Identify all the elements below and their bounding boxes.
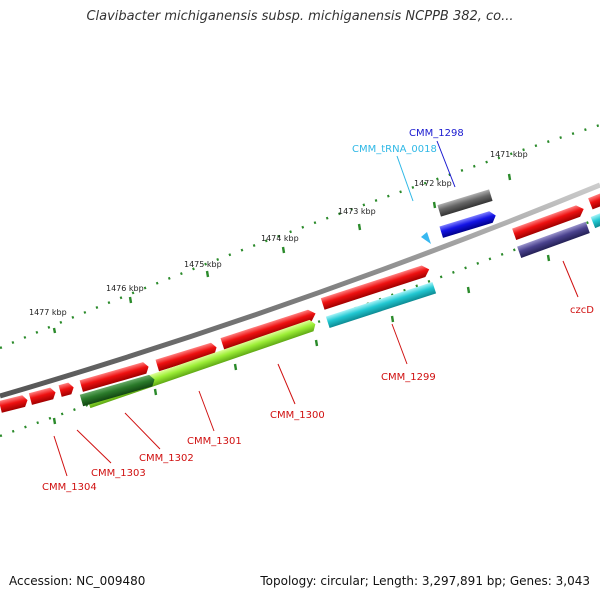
gene-cmm-1305-arrow[interactable] [0, 394, 29, 413]
scale-label: 1473 kbp [338, 207, 376, 216]
trna-0018-marker[interactable] [421, 232, 431, 244]
second-row-genes [79, 210, 600, 409]
gene-cyan-arrow[interactable] [325, 281, 437, 329]
scale-label: 1475 kbp [184, 260, 222, 269]
gene-label-cmm-1299[interactable]: CMM_1299 [381, 372, 436, 383]
gene-czcd-arrow[interactable] [512, 203, 586, 240]
gene-cmm-1300-arrow[interactable] [220, 308, 317, 350]
gene-edge-red-arrow[interactable] [588, 193, 600, 210]
gene-label-cmm-1304[interactable]: CMM_1304 [42, 482, 97, 493]
genome-backbone [0, 182, 600, 399]
gene-purple-arrow[interactable] [517, 221, 590, 258]
scale-label: 1471 kbp [490, 150, 528, 159]
gene-edge-cyan-arrow[interactable] [590, 212, 600, 229]
gene-darkgreen-arrow[interactable] [79, 374, 156, 407]
gene-cmm-1298-arrow[interactable] [437, 189, 493, 217]
map-title: Clavibacter michiganensis subsp. michiga… [86, 9, 514, 24]
scale-label: 1477 kbp [29, 308, 67, 317]
gene-label-cmm-1300[interactable]: CMM_1300 [270, 410, 325, 421]
gene-label-cmm-trna-0018[interactable]: CMM_tRNA_0018 [352, 144, 437, 155]
forward-strand-genes [0, 189, 600, 413]
gene-blue-arrow[interactable] [439, 210, 497, 238]
gene-label-cmm-1298[interactable]: CMM_1298 [409, 128, 464, 139]
topology-text: Topology: circular; Length: 3,297,891 bp… [260, 574, 590, 588]
outer-scale-track [0, 123, 600, 350]
scale-label: 1474 kbp [261, 234, 299, 243]
gene-label-cmm-1303[interactable]: CMM_1303 [91, 468, 146, 479]
scale-label: 1476 kbp [106, 284, 144, 293]
inner-major-ticks [52, 254, 551, 425]
accession-text: Accession: NC_009480 [9, 574, 146, 588]
gene-label-cmm-1302[interactable]: CMM_1302 [139, 453, 194, 464]
gene-label-cmm-1301[interactable]: CMM_1301 [187, 436, 242, 447]
outer-major-ticks [52, 173, 512, 334]
gene-cmm-1303-arrow[interactable] [58, 382, 76, 397]
gene-cmm-1302-arrow[interactable] [79, 361, 151, 392]
scale-label: 1472 kbp [414, 179, 452, 188]
gene-cmm-1301-arrow[interactable] [155, 342, 219, 372]
callout-lines [53, 140, 579, 477]
gene-cmm-1299-arrow[interactable] [320, 264, 431, 310]
gene-cmm-1304-arrow[interactable] [28, 387, 57, 405]
gene-label-czcd[interactable]: czcD [570, 305, 594, 316]
